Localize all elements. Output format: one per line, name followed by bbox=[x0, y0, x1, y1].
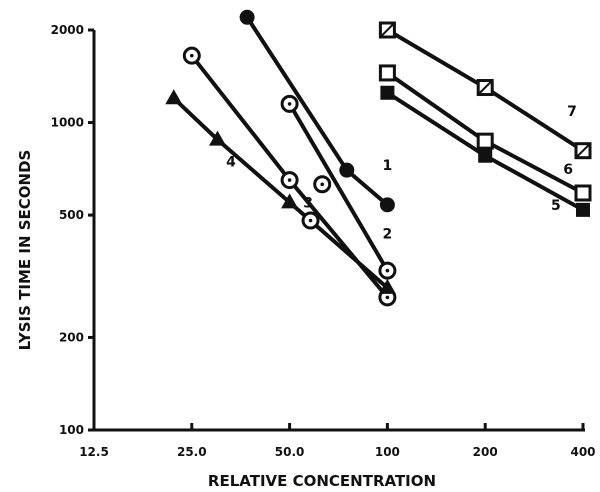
y-tick-label: 200 bbox=[59, 330, 84, 344]
marker-series-7 bbox=[574, 142, 592, 160]
marker-series-1 bbox=[239, 9, 255, 25]
marker-series-1 bbox=[339, 162, 355, 178]
y-tick-label: 2000 bbox=[51, 23, 84, 37]
marker-series-6 bbox=[476, 132, 494, 150]
x-tick-label: 400 bbox=[570, 445, 595, 459]
y-tick-label: 500 bbox=[59, 208, 84, 222]
marker-series-4 bbox=[209, 130, 227, 146]
marker-series-2 bbox=[378, 261, 397, 280]
series-line-4 bbox=[171, 96, 390, 290]
series-markers bbox=[165, 9, 592, 307]
series-label-3: 3 bbox=[303, 195, 313, 211]
marker-series-3 bbox=[313, 175, 332, 194]
marker-series-3 bbox=[280, 171, 299, 190]
x-axis-label: RELATIVE CONCENTRATION bbox=[208, 472, 436, 490]
series-label-1: 1 bbox=[383, 158, 393, 174]
marker-series-3 bbox=[301, 211, 320, 230]
x-tick-label: 50.0 bbox=[275, 445, 305, 459]
series-label-5: 5 bbox=[551, 198, 561, 214]
x-tick-label: 100 bbox=[375, 445, 400, 459]
series-line-1 bbox=[245, 15, 390, 207]
x-tick-label: 12.5 bbox=[79, 445, 109, 459]
series-labels: 1 2 3 4 5 6 7 bbox=[226, 104, 577, 242]
marker-series-4 bbox=[378, 278, 396, 294]
marker-series-1 bbox=[379, 197, 395, 213]
marker-series-7 bbox=[476, 79, 494, 97]
x-tick-label: 25.0 bbox=[177, 445, 207, 459]
series-label-7: 7 bbox=[567, 104, 577, 120]
y-tick-label: 1000 bbox=[51, 116, 84, 130]
marker-series-6 bbox=[574, 184, 592, 202]
x-tick-label: 200 bbox=[473, 445, 498, 459]
series-label-4: 4 bbox=[226, 154, 236, 170]
marker-series-7 bbox=[378, 21, 396, 39]
series-line-2 bbox=[287, 101, 390, 273]
marker-series-3 bbox=[182, 46, 201, 65]
y-tick-label: 100 bbox=[59, 423, 84, 437]
marker-series-6 bbox=[378, 64, 396, 82]
axes: 2000 1000 500 200 100 12.5 25.0 50.0 100 200 400 bbox=[51, 23, 596, 459]
marker-series-5 bbox=[576, 202, 590, 217]
series-label-6: 6 bbox=[563, 162, 573, 178]
marker-series-5 bbox=[478, 148, 493, 163]
y-axis-label: LYSIS TIME IN SECONDS bbox=[16, 150, 34, 351]
series-label-2: 2 bbox=[383, 226, 393, 242]
marker-series-4 bbox=[165, 89, 183, 105]
marker-series-4 bbox=[281, 193, 299, 209]
marker-series-2 bbox=[280, 94, 299, 113]
marker-series-5 bbox=[380, 85, 395, 100]
